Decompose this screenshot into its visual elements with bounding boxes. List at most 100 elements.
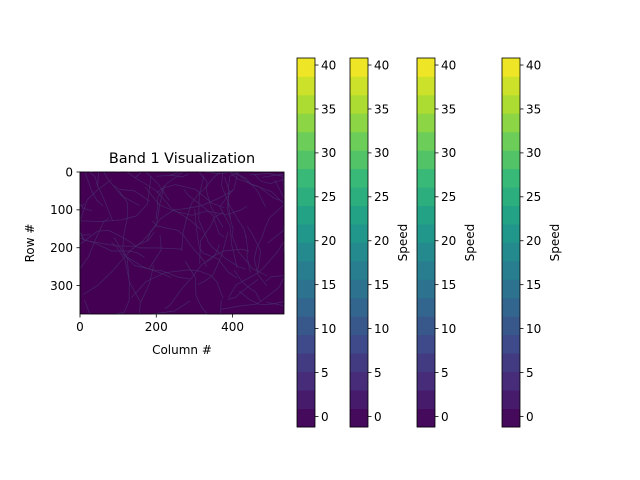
colorbar-tick-label: 20	[441, 234, 456, 248]
colorbar-level	[297, 242, 315, 262]
colorbar-level	[297, 58, 315, 77]
colorbar-level	[297, 371, 315, 391]
colorbar-level	[417, 150, 435, 170]
x-axis-ticks: 0 200 400	[76, 314, 244, 334]
colorbar-level	[502, 279, 520, 299]
colorbar-tick-label: 15	[441, 278, 456, 292]
colorbar-frame	[349, 57, 369, 428]
colorbar-level	[417, 334, 435, 354]
colorbar-tick-label: 35	[526, 102, 541, 116]
x-tick-label: 200	[145, 320, 168, 334]
colorbar-level	[297, 316, 315, 336]
colorbar-level	[297, 150, 315, 170]
colorbar-level	[350, 242, 368, 262]
y-tick-label: 0	[65, 165, 73, 179]
colorbar-level	[350, 76, 368, 96]
road-line	[194, 209, 238, 279]
road-line	[239, 291, 285, 306]
road-line	[79, 231, 155, 247]
road-line	[152, 220, 207, 268]
colorbar-level	[417, 113, 435, 133]
colorbar-level	[417, 205, 435, 225]
road-line	[199, 211, 224, 264]
colorbar-level	[350, 297, 368, 317]
colorbar-level	[297, 353, 315, 373]
colorbar-level	[502, 187, 520, 206]
colorbar-level	[297, 113, 315, 133]
road-line	[164, 244, 220, 310]
heatmap-image	[80, 172, 284, 314]
road-line	[79, 237, 145, 258]
colorbar-level	[417, 408, 435, 428]
colorbar-level	[502, 113, 520, 133]
heatmap-panel: Band 1 Visualization 0 200 400 0100200300 …	[23, 151, 285, 357]
road-line	[206, 248, 250, 262]
colorbar-tick-label: 25	[374, 190, 389, 204]
colorbar-level	[350, 150, 368, 170]
heatmap-frame	[79, 171, 285, 315]
colorbar-tick-label: 15	[526, 278, 541, 292]
colorbar-level	[417, 224, 435, 243]
road-line	[233, 269, 261, 302]
colorbar: 0 5 10 15 20 25 30 35 40 Speed	[501, 57, 562, 428]
colorbar-level	[297, 334, 315, 354]
colorbar-level	[417, 242, 435, 262]
colorbar: 0 5 10 15 20 25 30 35 40	[296, 57, 336, 428]
road-line	[80, 230, 183, 250]
colorbar-level	[502, 131, 520, 151]
colorbar-level	[350, 187, 368, 206]
colorbar-tick-label: 5	[441, 366, 449, 380]
colorbar-level	[350, 168, 368, 188]
colorbar-level	[350, 371, 368, 391]
road-line	[253, 204, 285, 286]
colorbar-level	[350, 279, 368, 299]
colorbar-tick-label: 20	[321, 234, 336, 248]
colorbar-tick-label: 10	[441, 322, 456, 336]
y-tick-label: 200	[50, 241, 73, 255]
road-line	[234, 171, 284, 204]
road-line	[227, 279, 259, 300]
colorbar-tick-label: 25	[526, 190, 541, 204]
colorbar-tick-label: 35	[321, 102, 336, 116]
colorbar-level	[502, 150, 520, 170]
y-axis-label: Row #	[23, 224, 37, 263]
road-line	[233, 171, 266, 207]
y-axis-ticks: 0 100 200 300	[50, 165, 80, 293]
colorbar-tick-label: 20	[526, 234, 541, 248]
colorbar-level	[502, 390, 520, 409]
colorbar-level	[417, 353, 435, 373]
road-line	[183, 189, 225, 238]
colorbar-tick-label: 25	[321, 190, 336, 204]
colorbar-level	[417, 168, 435, 188]
colorbar-level	[297, 76, 315, 96]
colorbar-level	[417, 58, 435, 77]
colorbar-tick-label: 10	[374, 322, 389, 336]
colorbar-tick-label: 35	[374, 102, 389, 116]
colorbar-level	[350, 334, 368, 354]
colorbar-level	[297, 408, 315, 428]
colorbar-tick-label: 30	[441, 146, 456, 160]
colorbar-tick-label: 5	[374, 366, 382, 380]
colorbar-level	[502, 371, 520, 391]
colorbar-frame	[296, 57, 316, 428]
colorbar-level	[502, 260, 520, 280]
colorbar-level	[350, 224, 368, 243]
y-tick-label: 300	[50, 279, 73, 293]
road-line	[131, 269, 224, 299]
road-line	[198, 176, 246, 270]
colorbar-level	[297, 390, 315, 409]
road-line	[181, 171, 221, 252]
colorbar: 0 5 10 15 20 25 30 35 40 Speed	[416, 57, 477, 428]
colorbar-label: Speed	[463, 224, 477, 262]
chart-title: Band 1 Visualization	[109, 151, 255, 167]
y-tick-label: 100	[50, 203, 73, 217]
colorbar-level	[502, 408, 520, 428]
colorbar-level	[502, 168, 520, 188]
colorbar-level	[417, 297, 435, 317]
colorbar-level	[350, 408, 368, 428]
colorbar-tick-label: 40	[441, 58, 456, 72]
colorbar-level	[417, 131, 435, 151]
colorbar-level	[502, 224, 520, 243]
road-line	[79, 217, 110, 269]
x-tick-label: 0	[76, 320, 84, 334]
